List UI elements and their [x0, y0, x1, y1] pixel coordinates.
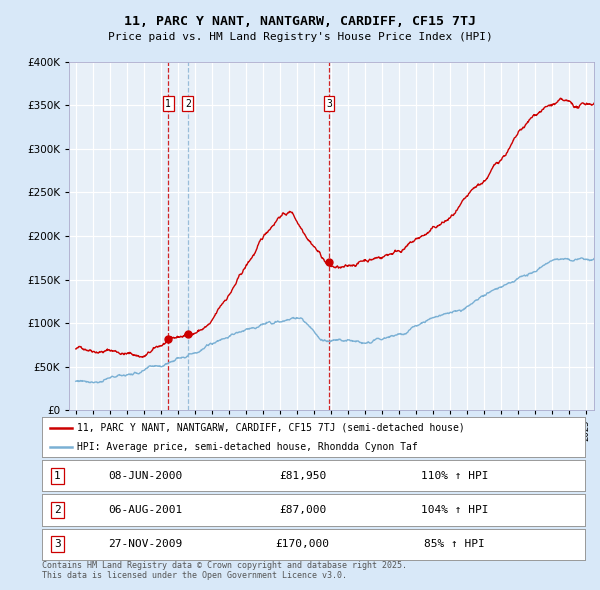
Text: 08-JUN-2000: 08-JUN-2000 — [108, 471, 182, 481]
Text: £81,950: £81,950 — [279, 471, 326, 481]
Text: Contains HM Land Registry data © Crown copyright and database right 2025.
This d: Contains HM Land Registry data © Crown c… — [42, 560, 407, 580]
Text: 11, PARC Y NANT, NANTGARW, CARDIFF, CF15 7TJ (semi-detached house): 11, PARC Y NANT, NANTGARW, CARDIFF, CF15… — [77, 423, 465, 433]
Text: 110% ↑ HPI: 110% ↑ HPI — [421, 471, 488, 481]
Text: 1: 1 — [54, 471, 61, 481]
Text: HPI: Average price, semi-detached house, Rhondda Cynon Taf: HPI: Average price, semi-detached house,… — [77, 442, 418, 452]
Text: 2: 2 — [54, 505, 61, 515]
Text: 85% ↑ HPI: 85% ↑ HPI — [424, 539, 485, 549]
Text: 104% ↑ HPI: 104% ↑ HPI — [421, 505, 488, 515]
Text: 27-NOV-2009: 27-NOV-2009 — [108, 539, 182, 549]
Text: Price paid vs. HM Land Registry's House Price Index (HPI): Price paid vs. HM Land Registry's House … — [107, 32, 493, 42]
Text: 3: 3 — [54, 539, 61, 549]
Text: 06-AUG-2001: 06-AUG-2001 — [108, 505, 182, 515]
Text: 11, PARC Y NANT, NANTGARW, CARDIFF, CF15 7TJ: 11, PARC Y NANT, NANTGARW, CARDIFF, CF15… — [124, 15, 476, 28]
Text: 2: 2 — [185, 99, 191, 109]
Text: 3: 3 — [326, 99, 332, 109]
Text: £87,000: £87,000 — [279, 505, 326, 515]
Text: £170,000: £170,000 — [275, 539, 329, 549]
Text: 1: 1 — [165, 99, 171, 109]
